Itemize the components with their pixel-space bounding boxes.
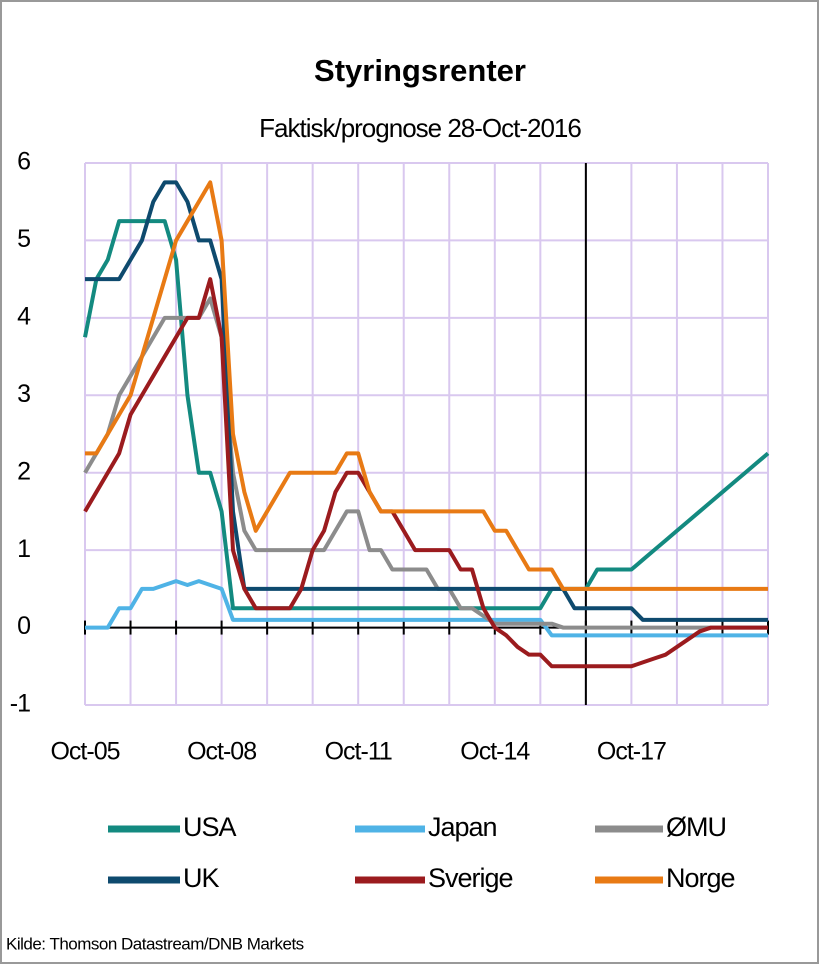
y-tick-label: 2 <box>17 457 30 485</box>
legend-label: Norge <box>666 863 735 893</box>
x-tick-label: Oct-05 <box>50 738 119 766</box>
x-tick-label: Oct-17 <box>597 738 666 766</box>
legend-label: Japan <box>428 812 497 842</box>
series-line <box>85 180 768 591</box>
y-tick-label: 1 <box>17 535 30 563</box>
series-line <box>83 219 770 611</box>
legend-label: UK <box>183 863 219 893</box>
series-line <box>85 180 768 622</box>
x-tick-label: Oct-14 <box>460 738 530 766</box>
y-tick-label: -1 <box>10 690 30 718</box>
x-tick-label: Oct-08 <box>187 738 256 766</box>
legend-label: Sverige <box>428 863 513 893</box>
series-line <box>83 277 768 669</box>
y-tick-label: 4 <box>17 302 31 330</box>
x-tick-label: Oct-11 <box>325 738 392 766</box>
y-tick-label: 0 <box>17 612 30 640</box>
chart-subtitle: Faktisk/prognose 28-Oct-2016 <box>259 113 581 143</box>
chart-title: Styringsrenter <box>314 53 526 88</box>
y-tick-label: 6 <box>17 148 30 176</box>
series-line <box>85 579 768 638</box>
source-note: Kilde: Thomson Datastream/DNB Markets <box>6 934 304 953</box>
legend-label: ØMU <box>666 812 726 842</box>
legend-label: USA <box>183 812 237 842</box>
y-tick-label: 3 <box>17 380 30 408</box>
y-tick-label: 5 <box>17 225 30 253</box>
